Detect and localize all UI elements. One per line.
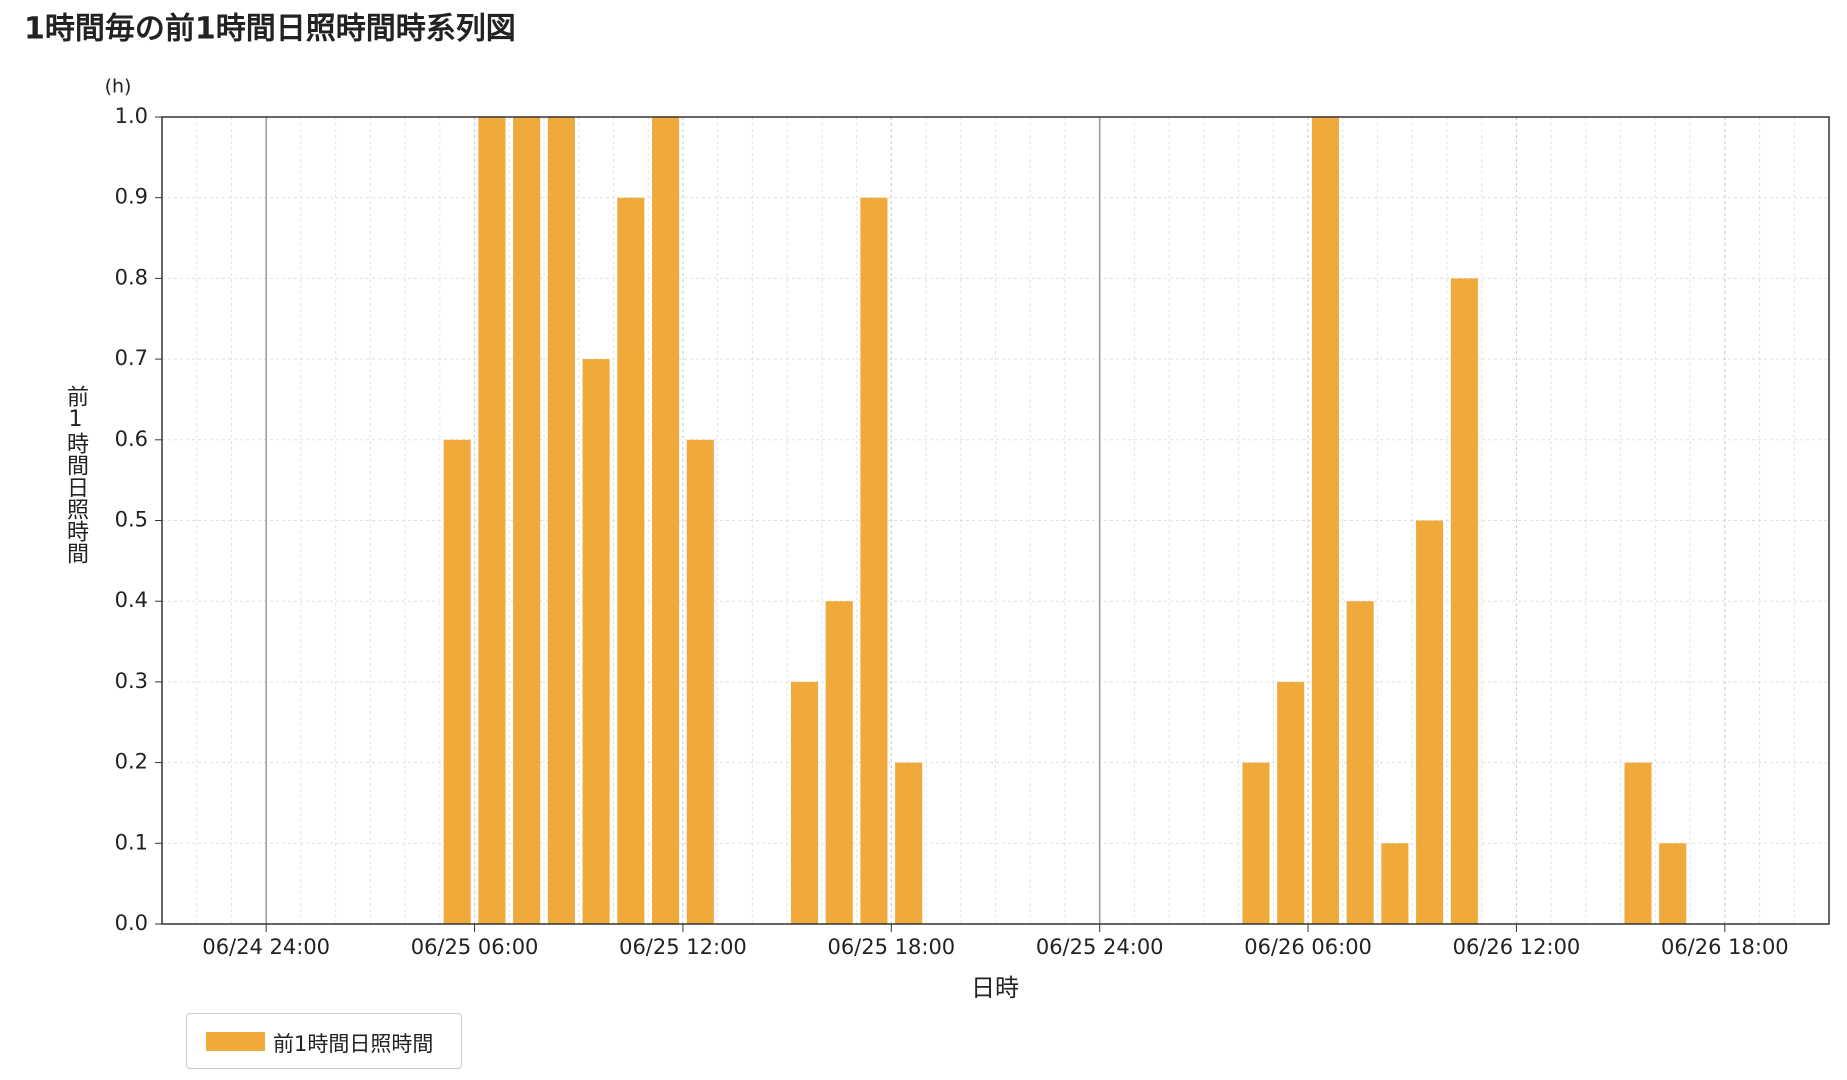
bar <box>478 117 506 924</box>
y-unit: (h) <box>105 76 132 98</box>
chart-title: 1時間毎の前1時間日照時間時系列図 <box>24 12 516 47</box>
bar <box>513 117 541 924</box>
y-tick-label: 0.2 <box>115 750 148 774</box>
legend-swatch <box>206 1032 265 1051</box>
bar <box>617 197 645 924</box>
bar <box>1311 117 1339 924</box>
bar <box>825 601 853 924</box>
x-tick-label: 06/25 18:00 <box>827 935 955 959</box>
y-tick-label: 0.6 <box>115 427 148 451</box>
y-tick-label: 0.3 <box>115 669 148 693</box>
y-tick-label: 0.1 <box>115 830 148 854</box>
x-tick-label: 06/26 06:00 <box>1244 935 1372 959</box>
y-tick-label: 0.7 <box>115 346 148 370</box>
bar <box>1416 520 1444 924</box>
bar <box>895 762 923 924</box>
x-tick-label: 06/26 18:00 <box>1661 935 1789 959</box>
bar <box>1659 843 1687 924</box>
y-tick-label: 1.0 <box>115 104 148 128</box>
x-tick-label: 06/25 24:00 <box>1036 935 1164 959</box>
bar <box>1346 601 1374 924</box>
x-tick-label: 06/24 24:00 <box>202 935 330 959</box>
y-tick-label: 0.4 <box>115 588 148 612</box>
y-tick-label: 0.8 <box>115 265 148 289</box>
bar <box>790 681 819 924</box>
bar <box>652 117 680 924</box>
plot-frame <box>161 116 1830 925</box>
bar <box>582 359 610 925</box>
bar <box>1242 762 1270 924</box>
bar <box>860 197 888 924</box>
bar <box>686 439 714 924</box>
x-tick-label: 06/25 06:00 <box>411 935 539 959</box>
bar <box>443 439 471 924</box>
bar <box>1624 762 1652 924</box>
y-tick-label: 0.0 <box>115 911 148 935</box>
y-tick-label: 0.5 <box>115 508 148 532</box>
bar <box>1381 843 1409 924</box>
legend: 前1時間日照時間 <box>186 1013 462 1069</box>
y-tick-label: 0.9 <box>115 185 148 209</box>
x-axis-title: 日時 <box>971 974 1019 1002</box>
bar <box>547 117 575 924</box>
x-tick-label: 06/26 12:00 <box>1453 935 1581 959</box>
bar <box>1450 278 1478 924</box>
x-tick-label: 06/25 12:00 <box>619 935 747 959</box>
bar <box>1277 681 1305 924</box>
legend-label[interactable]: 前1時間日照時間 <box>273 1032 434 1056</box>
y-axis-title: 前1時間日照時間 <box>63 385 88 564</box>
